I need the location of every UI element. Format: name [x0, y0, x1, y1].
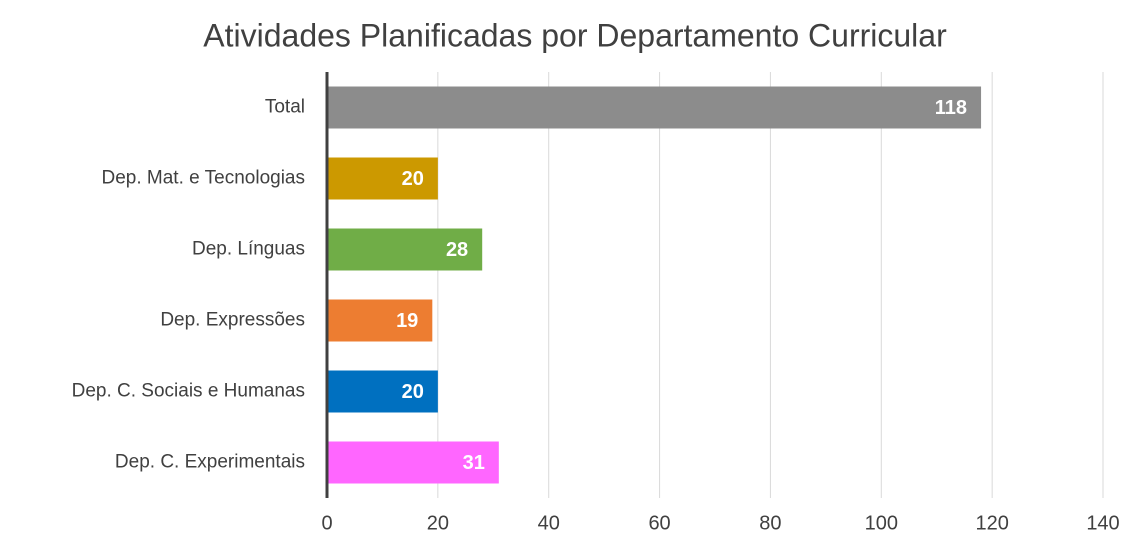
x-tick-label: 0: [321, 512, 332, 534]
y-tick-label: Dep. Mat. e Tecnologias: [102, 168, 306, 189]
bar: [327, 370, 438, 413]
value-label: 28: [446, 239, 468, 261]
x-tick-label: 40: [538, 512, 560, 534]
x-tick-label: 80: [759, 512, 781, 534]
y-tick-label: Total: [265, 97, 305, 118]
y-tick-label: Dep. Línguas: [192, 239, 305, 260]
x-tick-label: 60: [648, 512, 670, 534]
value-label: 31: [463, 452, 485, 474]
y-tick-label: Dep. Expressões: [160, 310, 305, 331]
value-label: 20: [402, 381, 424, 403]
bar: [327, 441, 499, 484]
value-label: 20: [402, 168, 424, 190]
x-tick-label: 140: [1086, 512, 1119, 534]
bar: [327, 86, 982, 129]
value-label: 19: [396, 310, 418, 332]
x-tick-label: 100: [865, 512, 898, 534]
y-tick-label: Dep. C. Sociais e Humanas: [72, 381, 305, 402]
bar: [327, 299, 433, 342]
bar: [327, 157, 438, 200]
y-tick-label: Dep. C. Experimentais: [115, 452, 305, 473]
value-label: 118: [935, 97, 967, 119]
chart-title: Atividades Planificadas por Departamento…: [203, 17, 947, 53]
x-tick-label: 120: [975, 512, 1008, 534]
x-tick-label: 20: [427, 512, 449, 534]
bar: [327, 228, 483, 271]
